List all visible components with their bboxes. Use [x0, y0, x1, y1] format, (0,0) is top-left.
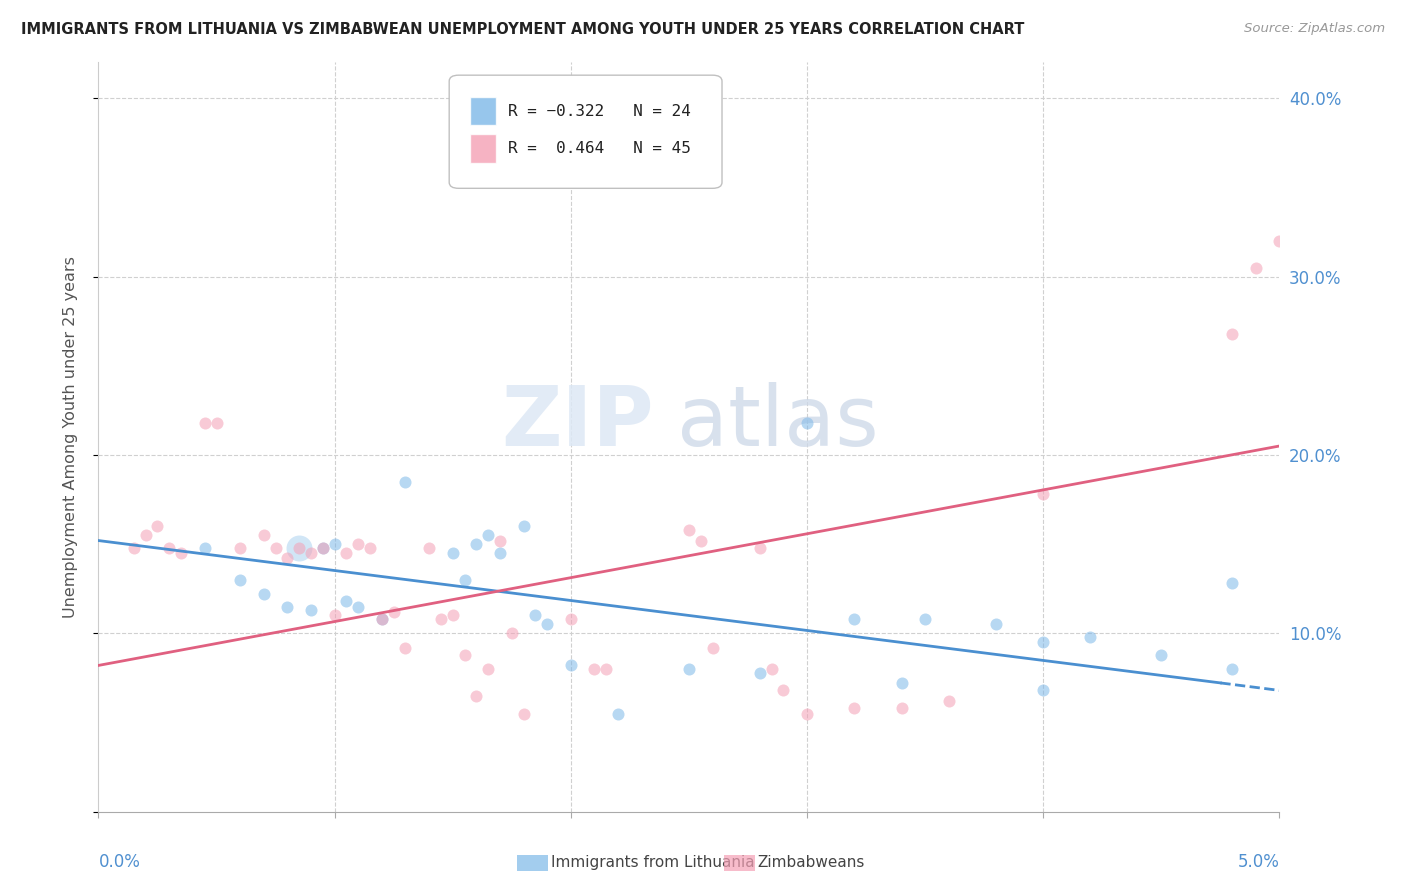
Point: [229, 541, 252, 555]
Point: [560, 658, 582, 673]
Point: [253, 587, 276, 601]
Point: [205, 416, 228, 430]
Point: [489, 546, 512, 560]
Point: [418, 541, 440, 555]
Point: [689, 533, 711, 548]
Point: [371, 612, 394, 626]
Point: [371, 612, 394, 626]
Text: ZIP: ZIP: [501, 382, 654, 463]
Point: [678, 662, 700, 676]
Point: [1032, 635, 1054, 649]
Point: [323, 537, 346, 551]
Point: [1244, 260, 1267, 275]
Text: IMMIGRANTS FROM LITHUANIA VS ZIMBABWEAN UNEMPLOYMENT AMONG YOUTH UNDER 25 YEARS : IMMIGRANTS FROM LITHUANIA VS ZIMBABWEAN …: [21, 22, 1025, 37]
FancyBboxPatch shape: [471, 135, 496, 163]
Point: [1268, 234, 1291, 248]
Point: [772, 683, 794, 698]
Text: 0.0%: 0.0%: [98, 853, 141, 871]
Point: [288, 541, 311, 555]
Point: [477, 662, 499, 676]
Text: Zimbabweans: Zimbabweans: [758, 855, 865, 870]
Point: [583, 662, 606, 676]
Point: [347, 599, 370, 614]
Point: [229, 573, 252, 587]
Point: [477, 528, 499, 542]
Point: [194, 416, 217, 430]
Text: Source: ZipAtlas.com: Source: ZipAtlas.com: [1244, 22, 1385, 36]
FancyBboxPatch shape: [471, 97, 496, 126]
Text: atlas: atlas: [678, 382, 879, 463]
Point: [465, 537, 488, 551]
Point: [299, 603, 322, 617]
Point: [914, 612, 936, 626]
Point: [844, 612, 866, 626]
Point: [299, 546, 322, 560]
Point: [276, 599, 298, 614]
Y-axis label: Unemployment Among Youth under 25 years: Unemployment Among Youth under 25 years: [63, 256, 77, 618]
Point: [146, 519, 169, 533]
Point: [335, 594, 357, 608]
Point: [453, 648, 475, 662]
Point: [441, 608, 464, 623]
Point: [489, 533, 512, 548]
Point: [1220, 662, 1243, 676]
Point: [170, 546, 193, 560]
Text: R = −0.322   N = 24: R = −0.322 N = 24: [508, 103, 692, 119]
Text: Immigrants from Lithuania: Immigrants from Lithuania: [551, 855, 755, 870]
Point: [1220, 576, 1243, 591]
Point: [1032, 487, 1054, 501]
Point: [288, 541, 311, 555]
Point: [761, 662, 783, 676]
Point: [501, 626, 523, 640]
Point: [938, 694, 960, 708]
Point: [984, 617, 1007, 632]
Point: [524, 608, 547, 623]
Point: [347, 537, 370, 551]
Point: [607, 706, 630, 721]
Point: [135, 528, 157, 542]
Text: R =  0.464   N = 45: R = 0.464 N = 45: [508, 141, 692, 156]
Point: [512, 519, 534, 533]
Point: [323, 608, 346, 623]
Point: [1080, 630, 1102, 644]
Point: [1220, 326, 1243, 341]
Point: [157, 541, 180, 555]
Point: [702, 640, 724, 655]
Point: [194, 541, 217, 555]
Point: [312, 541, 335, 555]
Point: [394, 475, 416, 489]
Point: [359, 541, 381, 555]
Point: [796, 416, 818, 430]
Point: [122, 541, 145, 555]
Point: [512, 706, 534, 721]
Text: 5.0%: 5.0%: [1237, 853, 1279, 871]
Point: [264, 541, 287, 555]
Point: [394, 640, 416, 655]
Point: [1032, 683, 1054, 698]
Point: [1150, 648, 1173, 662]
Point: [678, 523, 700, 537]
Point: [560, 612, 582, 626]
Point: [276, 551, 298, 566]
Point: [536, 617, 558, 632]
Point: [382, 605, 405, 619]
Point: [890, 676, 912, 690]
Point: [890, 701, 912, 715]
Point: [312, 541, 335, 555]
Point: [465, 689, 488, 703]
Point: [844, 701, 866, 715]
Point: [595, 662, 617, 676]
Point: [748, 541, 770, 555]
Point: [441, 546, 464, 560]
FancyBboxPatch shape: [449, 75, 723, 188]
Point: [335, 546, 357, 560]
Point: [453, 573, 475, 587]
Point: [748, 665, 770, 680]
Point: [796, 706, 818, 721]
Point: [430, 612, 453, 626]
Point: [253, 528, 276, 542]
